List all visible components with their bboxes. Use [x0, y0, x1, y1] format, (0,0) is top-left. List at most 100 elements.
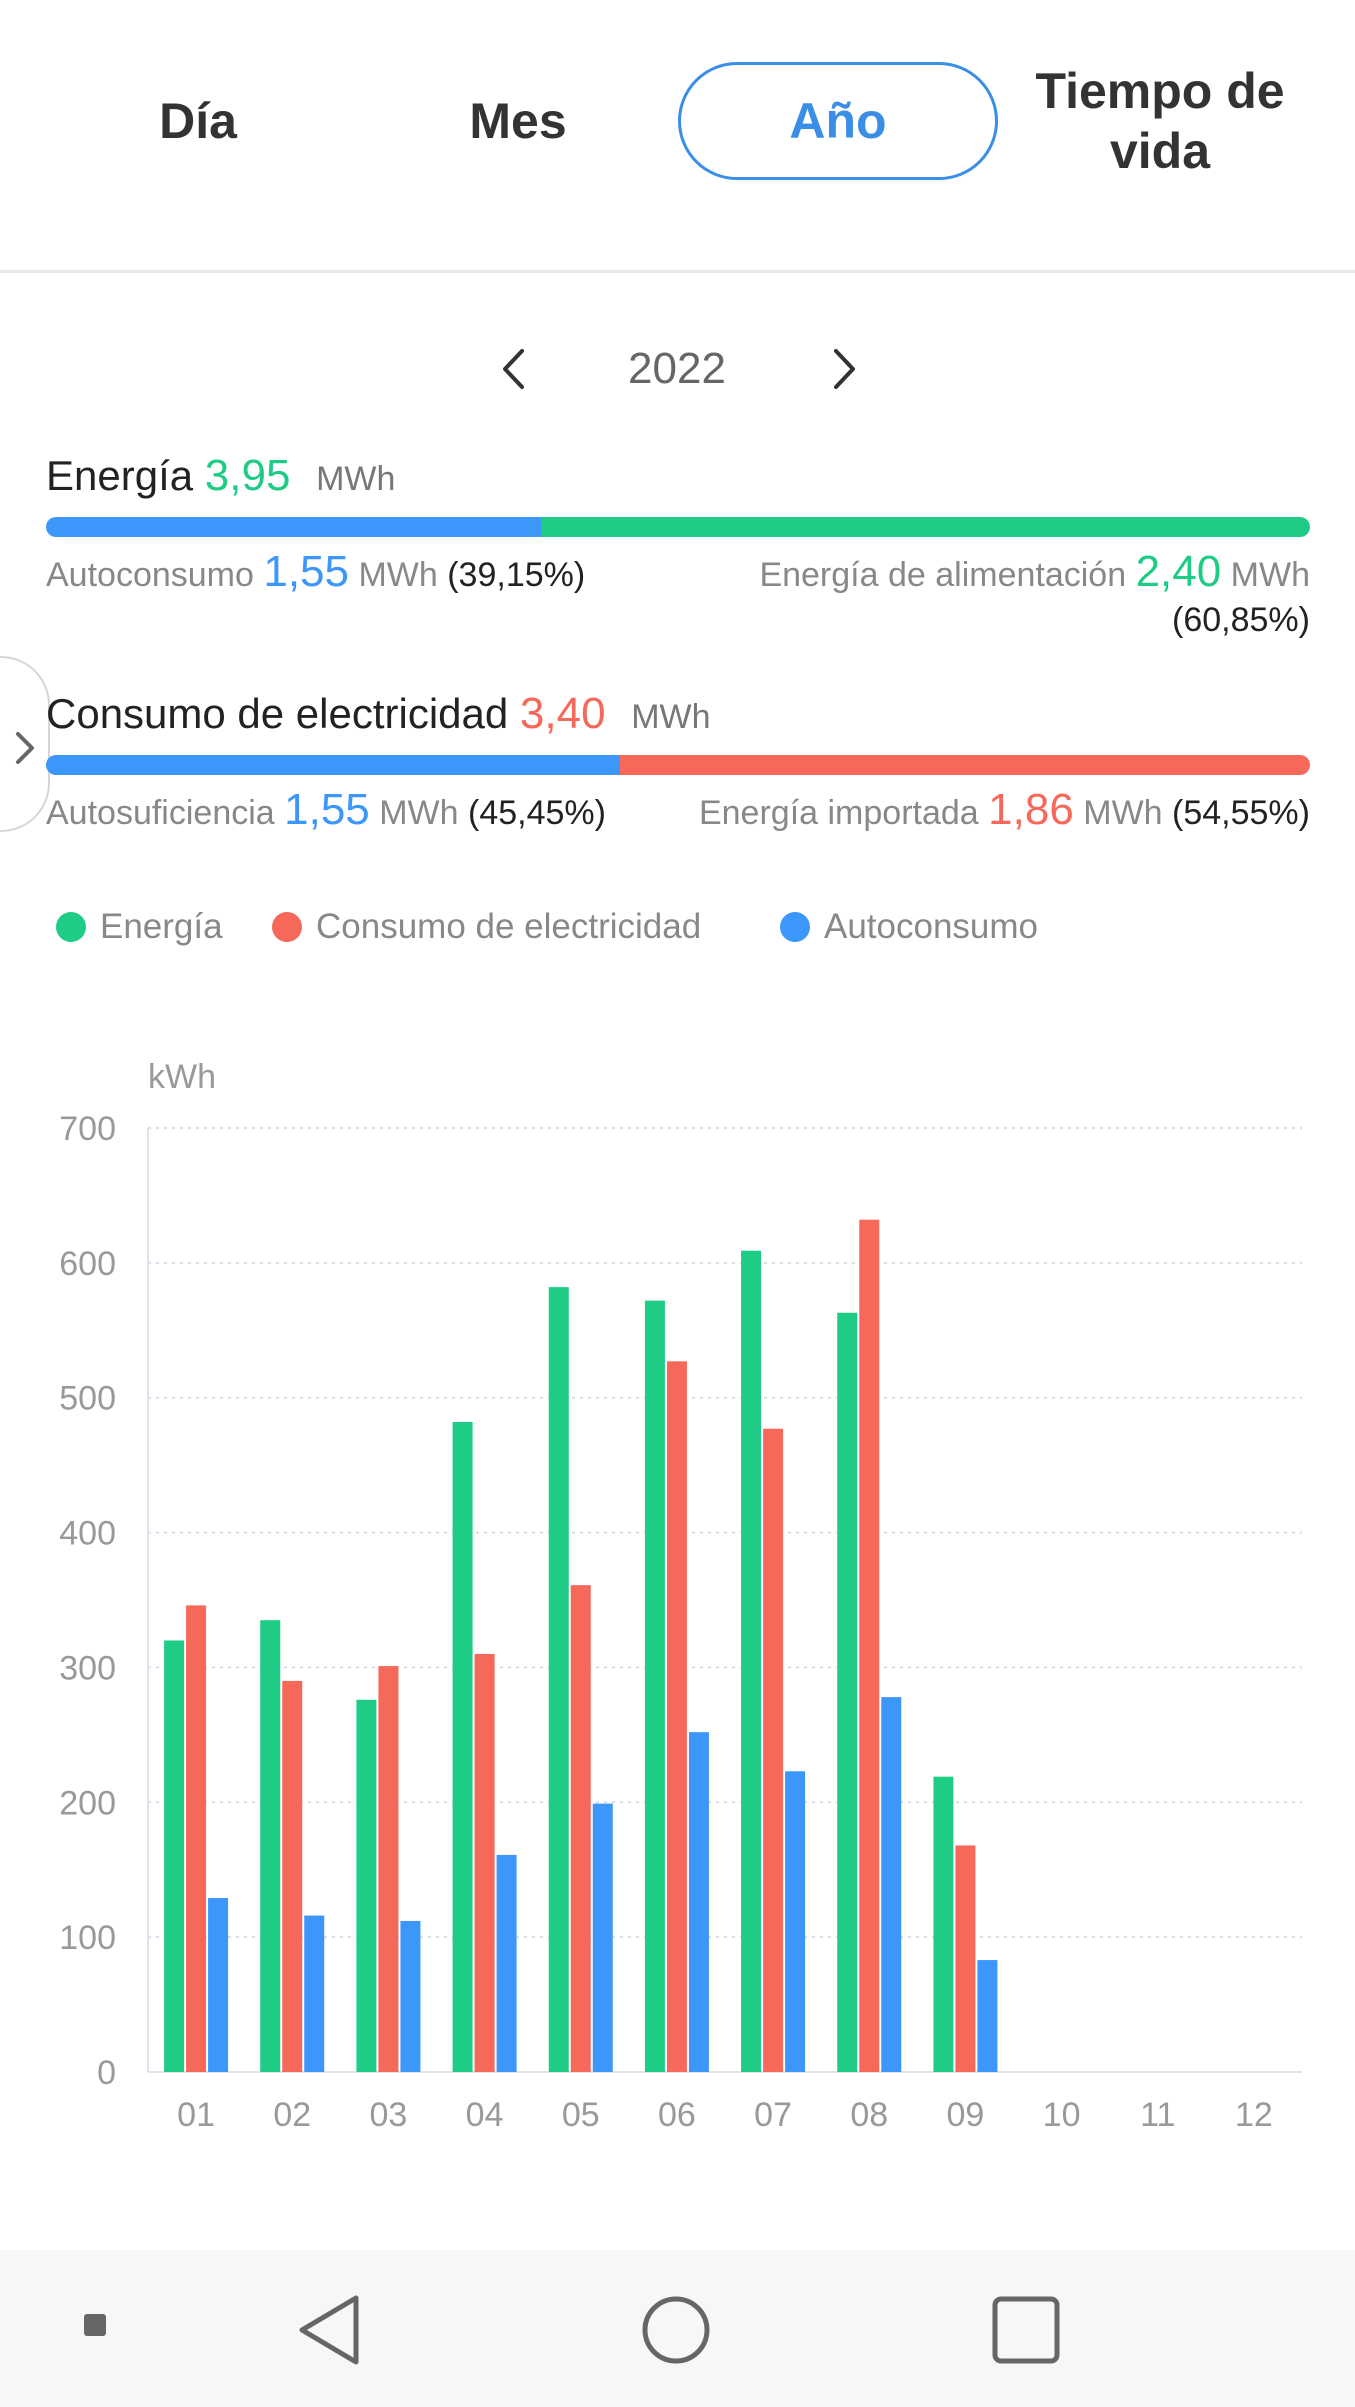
feed-in-value: 2,40: [1135, 547, 1222, 596]
energy-title-row: Energía 3,95 MWh: [46, 451, 395, 504]
tab-year[interactable]: Año: [678, 62, 998, 180]
imported-energy-row: Energía importada 1,86 MWh (54,55%): [699, 788, 1310, 835]
year-navigator: 2022: [0, 330, 1355, 410]
self-sufficiency-pct: (45,45%): [468, 794, 606, 832]
x-tick-label: 02: [273, 2096, 311, 2134]
y-tick-label: 0: [97, 2054, 116, 2092]
legend-dot-consumption: [272, 912, 302, 942]
x-tick-label: 06: [658, 2096, 696, 2134]
y-tick-label: 100: [59, 1919, 116, 1957]
chevron-left-icon[interactable]: [490, 344, 540, 394]
bar-06-consumption: [666, 1361, 687, 2072]
recent-dot-icon[interactable]: [80, 2310, 110, 2340]
bar-08-autoconsumo: [881, 1697, 902, 2072]
bar-08-energy: [837, 1312, 858, 2072]
energy-autoconsumo-row: Autoconsumo 1,55 MWh (39,15%): [46, 550, 585, 597]
bar-03-autoconsumo: [400, 1920, 421, 2072]
bar-09-autoconsumo: [977, 1960, 998, 2072]
legend-item-energy[interactable]: Energía: [56, 902, 223, 952]
year-label: 2022: [628, 344, 726, 393]
bar-07-autoconsumo: [785, 1771, 806, 2072]
feed-in-unit: MWh: [1230, 556, 1310, 594]
imported-label: Energía importada: [698, 794, 979, 832]
y-tick-label: 300: [59, 1649, 116, 1687]
imported-unit: MWh: [1083, 794, 1163, 832]
consumption-self-sufficiency-segment: [46, 755, 620, 775]
tab-lifetime[interactable]: Tiempo de vida: [1035, 63, 1285, 179]
bar-04-consumption: [474, 1653, 495, 2072]
legend-item-consumption[interactable]: Consumo de electricidad: [272, 902, 701, 952]
legend-dot-autoconsumo: [780, 912, 810, 942]
bar-01-autoconsumo: [208, 1898, 229, 2072]
x-tick-label: 09: [947, 2096, 985, 2134]
legend-label-energy: Energía: [100, 907, 223, 946]
overview-icon[interactable]: [986, 2290, 1066, 2370]
x-tick-label: 03: [370, 2096, 408, 2134]
y-axis-unit-label: kWh: [148, 1058, 216, 1096]
x-tick-label: 01: [177, 2096, 215, 2134]
self-sufficiency-unit: MWh: [379, 794, 459, 832]
bar-01-consumption: [186, 1605, 207, 2072]
autoconsumo-label: Autoconsumo: [46, 556, 254, 594]
energy-title: Energía: [46, 452, 194, 499]
imported-value: 1,86: [988, 785, 1074, 834]
bar-05-energy: [548, 1287, 569, 2072]
y-tick-label: 400: [59, 1515, 116, 1553]
x-tick-label: 11: [1140, 2096, 1175, 2134]
self-sufficiency-value: 1,55: [284, 785, 370, 834]
bar-05-autoconsumo: [592, 1803, 613, 2072]
bar-04-autoconsumo: [496, 1854, 517, 2072]
chevron-right-icon: [16, 732, 34, 764]
bar-08-consumption: [859, 1219, 880, 2072]
legend-item-autoconsumo[interactable]: Autoconsumo: [780, 902, 1038, 952]
bar-05-consumption: [570, 1585, 591, 2072]
x-tick-label: 04: [466, 2096, 504, 2134]
consumption-total: 3,40: [519, 689, 606, 738]
bar-06-energy: [644, 1300, 665, 2072]
energy-autoconsumo-segment: [46, 517, 541, 537]
energy-feed-in-row: Energía de alimentación 2,40 MWh: [759, 550, 1310, 597]
self-sufficiency-row: Autosuficiencia 1,55 MWh (45,45%): [46, 788, 606, 835]
x-tick-label: 12: [1235, 2096, 1273, 2134]
legend-dot-energy: [56, 912, 86, 942]
side-drawer-handle[interactable]: [0, 656, 50, 832]
feed-in-label: Energía de alimentación: [759, 556, 1127, 594]
tab-month[interactable]: Mes: [469, 93, 567, 149]
energy-unit: MWh: [316, 460, 396, 498]
y-tick-label: 500: [59, 1380, 116, 1418]
period-tabs: Día Mes Año Tiempo de vida: [0, 0, 1355, 273]
feed-in-pct: (60,85%): [1172, 601, 1310, 639]
bar-02-consumption: [282, 1680, 303, 2072]
x-tick-label: 07: [754, 2096, 792, 2134]
energy-total: 3,95: [204, 451, 291, 500]
consumption-title-row: Consumo de electricidad 3,40 MWh: [46, 689, 711, 742]
y-tick-label: 700: [59, 1110, 116, 1148]
bar-09-energy: [933, 1776, 954, 2072]
bar-01-energy: [164, 1640, 185, 2072]
legend-label-autoconsumo: Autoconsumo: [824, 907, 1039, 946]
x-tick-label: 10: [1043, 2096, 1081, 2134]
y-tick-label: 600: [59, 1245, 116, 1283]
legend-label-consumption: Consumo de electricidad: [316, 907, 702, 946]
bar-04-energy: [452, 1421, 473, 2072]
feed-in-pct-row: (60,85%): [1172, 598, 1310, 642]
y-tick-label: 200: [59, 1784, 116, 1822]
autoconsumo-unit: MWh: [358, 556, 438, 594]
self-sufficiency-label: Autosuficiencia: [46, 794, 275, 832]
tabs-divider: [0, 270, 1355, 273]
chart-legend: Energía Consumo de electricidad Autocons…: [0, 902, 1355, 962]
energy-feed-in-segment: [541, 517, 1310, 537]
back-icon[interactable]: [290, 2290, 370, 2370]
monthly-bar-chart: kWh 0 100 200 300 400 500 600 700 01 02 03 04 05 06 07 0…: [59, 1058, 1302, 2134]
energy-split-bar: [46, 517, 1310, 537]
bar-06-autoconsumo: [688, 1732, 709, 2072]
bar-09-consumption: [955, 1845, 976, 2072]
chevron-right-icon[interactable]: [818, 344, 868, 394]
bar-03-energy: [356, 1699, 377, 2072]
autoconsumo-pct: (39,15%): [447, 556, 586, 594]
tab-day[interactable]: Día: [159, 93, 237, 149]
bar-07-energy: [741, 1250, 762, 2072]
consumption-title: Consumo de electricidad: [46, 690, 509, 737]
bar-03-consumption: [378, 1666, 399, 2072]
home-icon[interactable]: [636, 2290, 716, 2370]
